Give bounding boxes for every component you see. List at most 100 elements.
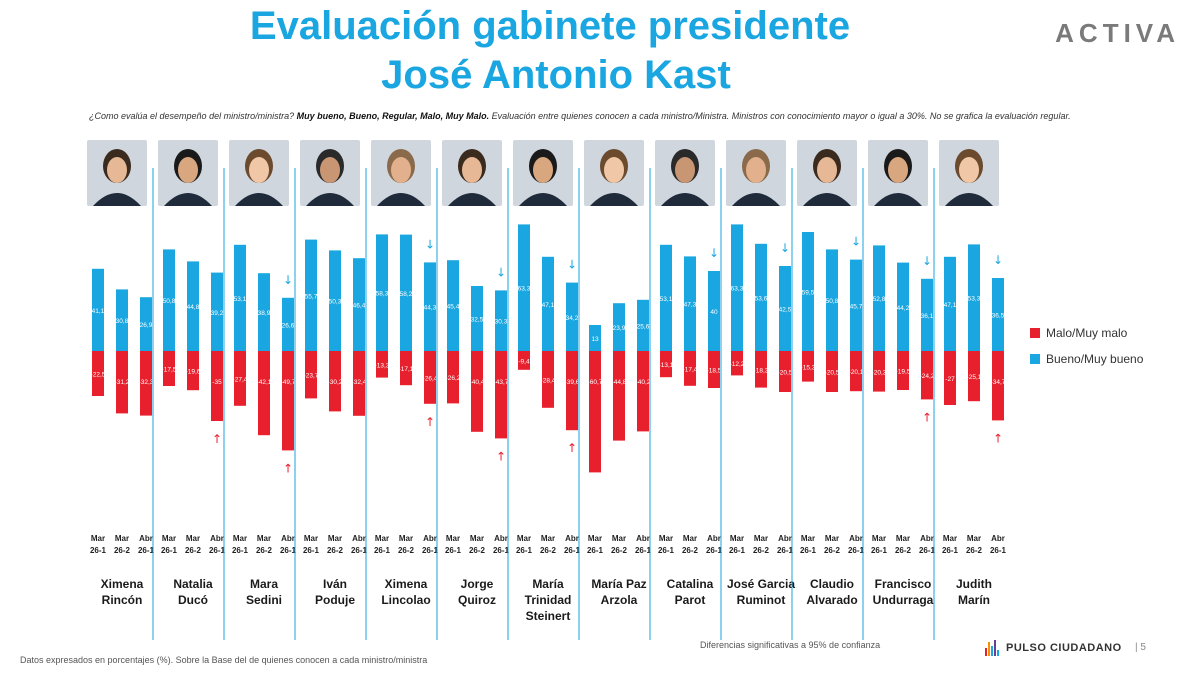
x-tick-label: Mar [91, 534, 105, 543]
bueno-data-label: 47,1 [944, 302, 957, 309]
minister-name: Trinidad [525, 593, 572, 607]
subtitle-note: Evaluación entre quienes conocen a cada … [491, 111, 1071, 121]
bueno-data-label: 52,8 [873, 296, 886, 303]
x-tick-label: Mar [683, 534, 697, 543]
malo-bar [116, 351, 128, 414]
x-tick-label: Abr [352, 534, 366, 543]
x-tick-label: Mar [943, 534, 957, 543]
minister-photo [655, 140, 715, 206]
significant-increase-arrow-icon: ↑ [496, 449, 506, 463]
malo-data-label: -13,3 [375, 362, 390, 369]
malo-bar [637, 351, 649, 432]
minister-photo [300, 140, 360, 206]
x-tick-label: Mar [399, 534, 413, 543]
malo-data-label: -19,6 [186, 369, 201, 376]
malo-bar [447, 351, 459, 404]
legend-swatch-malo [1030, 328, 1040, 338]
bueno-data-label: 13 [591, 336, 599, 343]
portrait-icon [87, 140, 147, 206]
malo-bar [755, 351, 767, 388]
legend-item-malo: Malo/Muy malo [1030, 320, 1143, 346]
bueno-bar [234, 244, 246, 351]
minister-name: Rincón [102, 593, 143, 607]
malo-bar [282, 351, 294, 451]
bueno-data-label: 53,1 [234, 296, 247, 303]
portrait-icon [655, 140, 715, 206]
malo-data-label: -9,4 [518, 358, 530, 365]
malo-bar [518, 351, 530, 370]
subtitle-options: Muy bueno, Bueno, Regular, Malo, Muy Mal… [296, 111, 490, 121]
malo-bar [376, 351, 388, 378]
x-tick-label: Mar [304, 534, 318, 543]
significant-decrease-arrow-icon: ↓ [567, 258, 577, 272]
malo-data-label: -15,3 [801, 364, 816, 371]
chart-title-line2: José Antonio Kast [381, 53, 731, 97]
malo-data-label: -26,2 [446, 375, 461, 382]
x-tick-label: Mar [872, 534, 886, 543]
x-tick-label: 26-2 [611, 546, 628, 555]
bueno-bar [163, 249, 175, 351]
significant-decrease-arrow-icon: ↓ [283, 273, 293, 287]
minister-photo [797, 140, 857, 206]
portrait-icon [442, 140, 502, 206]
subtitle-question: ¿Como evalúa el desempeño del ministro/m… [89, 111, 295, 121]
bueno-bar [779, 266, 791, 351]
minister-name: María [532, 577, 564, 591]
malo-bar [258, 351, 270, 436]
bueno-data-label: 39,2 [211, 310, 224, 317]
malo-bar [779, 351, 791, 392]
minister-name: Claudio [810, 577, 854, 591]
bueno-bar [589, 325, 601, 351]
malo-data-label: -40,4 [470, 379, 485, 386]
page-number-value: 5 [1140, 642, 1146, 653]
x-tick-label: 26-1 [161, 546, 178, 555]
minister-name: Marín [958, 593, 990, 607]
malo-bar [708, 351, 720, 388]
malo-data-label: -32,4 [352, 379, 367, 386]
significant-increase-arrow-icon: ↑ [922, 410, 932, 424]
bueno-bar [518, 224, 530, 351]
legend-label-malo: Malo/Muy malo [1046, 326, 1128, 340]
bueno-data-label: 53,6 [755, 295, 768, 302]
x-tick-label: 26-2 [540, 546, 557, 555]
bueno-bar [116, 289, 128, 351]
minister-name: Arzola [601, 593, 638, 607]
significant-decrease-arrow-icon: ↓ [709, 246, 719, 260]
malo-data-label: -40,2 [636, 379, 651, 386]
portrait-icon [371, 140, 431, 206]
x-tick-label: 26-1 [729, 546, 746, 555]
significant-decrease-arrow-icon: ↓ [993, 253, 1003, 267]
bueno-data-label: 44,3 [424, 305, 437, 312]
x-tick-label: 26-1 [990, 546, 1007, 555]
pulso-bars-icon [985, 640, 1000, 656]
malo-data-label: -12,2 [730, 361, 745, 368]
x-tick-label: Abr [494, 534, 508, 543]
bueno-bar [329, 250, 341, 351]
x-tick-label: 26-1 [871, 546, 888, 555]
malo-data-label: -18,5 [707, 368, 722, 375]
bueno-bar [495, 290, 507, 351]
pulso-ciudadano-logo: PULSO CIUDADANO [985, 640, 1122, 656]
malo-bar [921, 351, 933, 400]
x-tick-label: 26-2 [966, 546, 983, 555]
x-tick-label: 26-1 [706, 546, 723, 555]
x-tick-label: 26-2 [469, 546, 486, 555]
x-tick-label: Mar [162, 534, 176, 543]
bueno-bar [921, 278, 933, 351]
minister-name: Steinert [526, 609, 571, 623]
significant-decrease-arrow-icon: ↓ [922, 254, 932, 268]
significant-increase-arrow-icon: ↑ [993, 431, 1003, 445]
minister-name: Ximena [385, 577, 428, 591]
bueno-data-label: 47,1 [542, 302, 555, 309]
chart-subtitle: ¿Como evalúa el desempeño del ministro/m… [89, 110, 1154, 122]
malo-bar [211, 351, 223, 421]
minister-name: Judith [956, 577, 992, 591]
malo-bar [140, 351, 152, 416]
x-tick-label: Mar [730, 534, 744, 543]
bueno-bar [282, 297, 294, 351]
x-tick-label: 26-1 [445, 546, 462, 555]
bueno-bar [305, 239, 317, 351]
bueno-data-label: 53,1 [660, 296, 673, 303]
bueno-bar [211, 272, 223, 351]
bueno-bar [376, 234, 388, 351]
